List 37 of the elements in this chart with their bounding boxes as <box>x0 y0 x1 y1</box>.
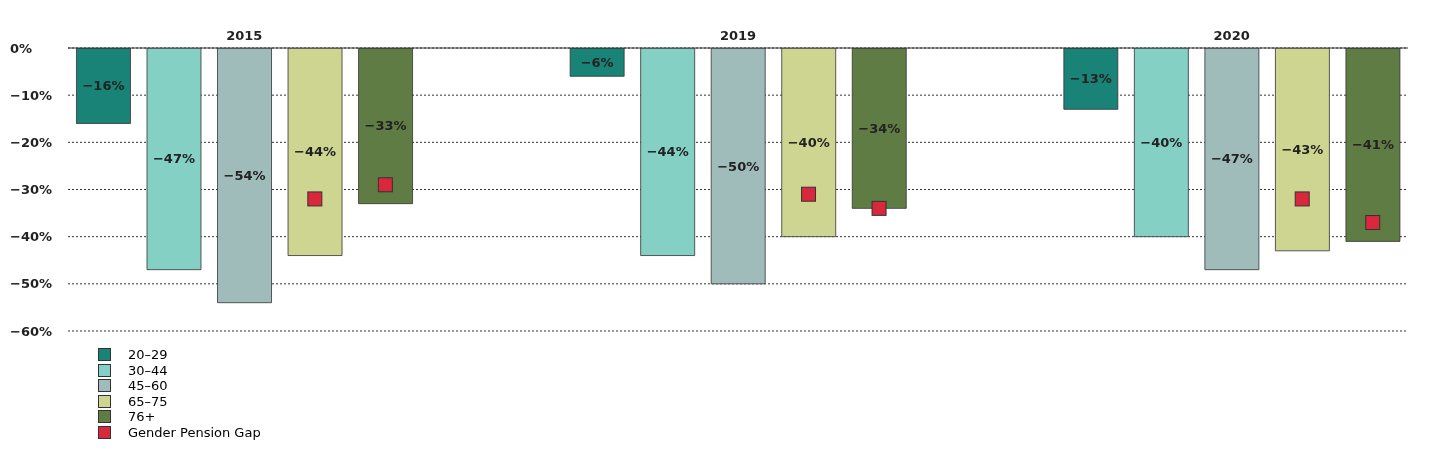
data-label: −44% <box>294 144 337 160</box>
point <box>801 186 817 202</box>
data-label: −41% <box>1351 137 1394 153</box>
data-label: −43% <box>1281 142 1324 158</box>
y-tick-label: −10% <box>10 87 53 103</box>
data-label: −13% <box>1069 71 1112 87</box>
legend-label: Gender Pension Gap <box>128 424 261 440</box>
data-label: −54% <box>223 167 266 183</box>
legend-label: 65–75 <box>128 393 168 409</box>
legend-label: 45–60 <box>128 378 168 394</box>
point <box>377 177 393 193</box>
y-tick-label: −40% <box>10 229 53 245</box>
data-label: −34% <box>858 120 901 136</box>
data-label: −44% <box>646 144 689 160</box>
data-label: −50% <box>717 158 760 174</box>
legend-label: 76+ <box>128 409 156 425</box>
point <box>1294 191 1310 207</box>
y-tick-label: −30% <box>10 182 53 198</box>
data-label: −40% <box>1140 134 1183 150</box>
data-label: −40% <box>787 134 830 150</box>
y-tick-label: −60% <box>10 323 53 339</box>
legend-label: 20–29 <box>128 347 168 363</box>
y-tick-label: 0% <box>10 40 33 56</box>
data-label: −47% <box>1210 151 1253 167</box>
point <box>1365 215 1381 231</box>
y-tick-label: −50% <box>10 276 53 292</box>
data-label: −16% <box>82 78 125 94</box>
y-tick-label: −20% <box>10 134 53 150</box>
point <box>871 200 887 216</box>
x-tick-label: 2019 <box>719 28 757 43</box>
data-label: −33% <box>364 118 407 134</box>
data-label: −47% <box>152 151 195 167</box>
x-tick-label: 2015 <box>226 28 263 43</box>
legend-label: 30–44 <box>128 362 168 378</box>
data-label: −6% <box>580 54 614 70</box>
point <box>307 191 323 207</box>
x-tick-label: 2020 <box>1213 28 1250 43</box>
